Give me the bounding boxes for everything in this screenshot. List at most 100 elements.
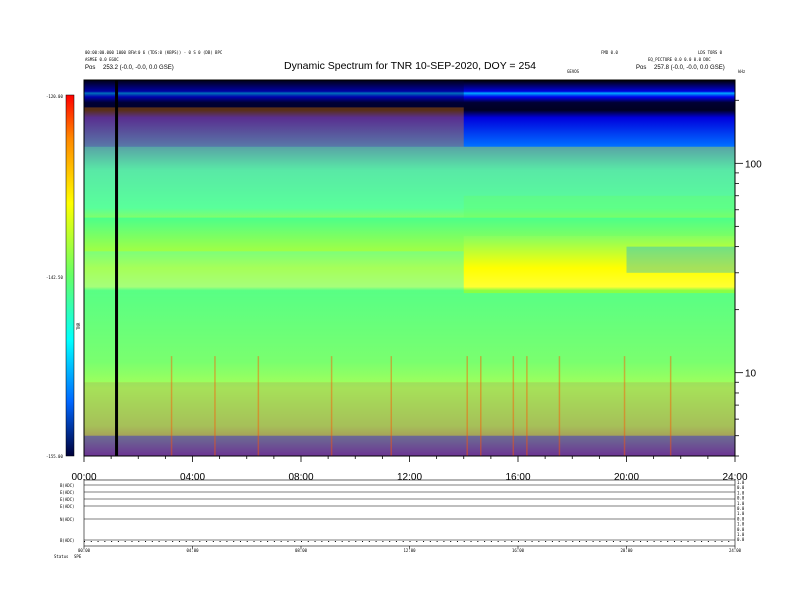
aux-trace-dot (518, 541, 519, 542)
aux-trace-dot (497, 541, 499, 542)
x-tick-label: 08:00 (288, 472, 313, 483)
aux-right-tick: 1.0 (737, 511, 745, 516)
aux-trace-dot (131, 541, 133, 542)
aux-trace-dot (90, 541, 92, 542)
aux-x-label: 16:00 (512, 548, 525, 553)
aux-trace-dot (239, 541, 241, 542)
aux-trace-dot (158, 541, 160, 542)
aux-right-tick: 1.0 (737, 522, 745, 527)
aux-trace-dot (714, 541, 716, 542)
aux-x-label: 24:00 (729, 548, 742, 553)
aux-trace-dot (145, 541, 147, 542)
spectrum-band (626, 246, 735, 273)
spectrum-streak (623, 356, 626, 456)
aux-trace-dot (151, 541, 153, 542)
aux-trace-dot (545, 541, 547, 542)
aux-x-label: 04:00 (186, 548, 199, 553)
aux-trace-dot (178, 541, 180, 542)
aux-trace-dot (423, 541, 425, 542)
spectrum-streak (558, 356, 561, 456)
aux-x-label: 12:00 (403, 548, 416, 553)
aux-trace-dot (619, 541, 621, 542)
aux-trace-dot (585, 541, 587, 542)
aux-trace-dot (701, 541, 703, 542)
x-tick-label: 12:00 (397, 472, 422, 483)
aux-trace-dot (97, 541, 99, 542)
aux-trace-dot (524, 541, 526, 542)
spectrum-band (84, 435, 735, 456)
aux-trace-dot (490, 541, 492, 542)
aux-trace-dot (707, 541, 709, 542)
aux-trace-dot (640, 541, 642, 542)
aux-trace-dot (477, 541, 479, 542)
status-label: Status (54, 554, 69, 559)
x-tick-label: 24:00 (722, 472, 747, 483)
aux-trace-dot (667, 541, 669, 542)
spectrum-streak (669, 356, 672, 456)
colorbar-label: TNR (76, 322, 81, 330)
header-left-pos-label: Pos (85, 65, 95, 71)
aux-trace-dot (694, 541, 696, 542)
aux-x-label: 08:00 (295, 548, 308, 553)
aux-row-label: B(ADC) (60, 538, 74, 543)
header-left-pos-value: 253.2 (-0.0, -0.0, 0.0 GSE) (103, 65, 174, 71)
spectrum-streak (512, 356, 515, 456)
aux-trace-dot (443, 541, 445, 542)
header-center-small: GEVOS (567, 69, 580, 74)
aux-trace-dot (165, 541, 167, 542)
aux-right-tick: 0.0 (737, 527, 745, 532)
aux-trace-dot (470, 541, 472, 542)
y-tick-label: 10 (745, 369, 757, 380)
aux-trace-dot (111, 541, 113, 542)
aux-trace-dot (124, 541, 126, 542)
aux-trace-dot (212, 541, 214, 542)
aux-trace-dot (233, 541, 235, 542)
spectrum-band (84, 293, 735, 383)
spectrum-streak (526, 356, 528, 456)
aux-x-label: 00:00 (78, 548, 91, 553)
x-tick-label: 20:00 (614, 472, 639, 483)
aux-trace-dot (450, 541, 452, 542)
y-tick-label: 100 (745, 159, 762, 170)
spectrum-streak (390, 356, 393, 456)
aux-trace-dot (626, 541, 628, 542)
aux-trace-dot (429, 541, 431, 542)
aux-row-label: N(ADC) (60, 517, 74, 522)
spectrum-streak (257, 356, 260, 456)
aux-trace-dot (375, 541, 377, 542)
aux-trace-dot (355, 541, 357, 542)
aux-trace-dot (463, 541, 465, 542)
aux-trace-dot (117, 541, 119, 542)
aux-trace-dot (185, 541, 187, 542)
spectrum-band (84, 217, 464, 252)
colorbar (65, 94, 75, 457)
aux-row-label: E(ADC) (60, 497, 74, 502)
aux-right-tick: 0.0 (737, 485, 745, 490)
aux-row-label: E(ADC) (60, 490, 74, 495)
aux-trace-dot (599, 541, 601, 542)
aux-right-tick: 0.0 (737, 537, 745, 542)
aux-trace-dot (226, 541, 228, 542)
data-gap-line (115, 80, 119, 456)
aux-rows: B(ADC)E(ADC)E(ADC)E(ADC)N(ADC)B(ADC)1.00… (60, 480, 745, 543)
spectrum-band (84, 107, 464, 147)
aux-trace-dot (572, 541, 574, 542)
aux-trace-dot (314, 541, 316, 542)
aux-trace-dot (558, 541, 560, 542)
aux-trace-dot (721, 541, 723, 542)
spectrum-band (84, 80, 464, 108)
aux-trace-dot (287, 541, 289, 542)
aux-trace-dot (334, 541, 336, 542)
aux-trace-dot (402, 541, 404, 542)
aux-trace-dot (538, 541, 540, 542)
spectrum-streak (170, 356, 173, 456)
aux-x-axis: 00:00 04:00 08:00 12:00 16:00 20:00 24:00 (78, 546, 742, 553)
spectrogram-bands (84, 80, 735, 456)
aux-trace-dot (389, 541, 391, 542)
aux-trace-dot (565, 541, 567, 542)
aux-trace-dot (84, 541, 85, 542)
aux-trace-dot (504, 541, 506, 542)
aux-trace-dot (267, 541, 269, 542)
aux-right-tick: 0.0 (737, 506, 745, 511)
status-value: SPE (74, 554, 82, 559)
